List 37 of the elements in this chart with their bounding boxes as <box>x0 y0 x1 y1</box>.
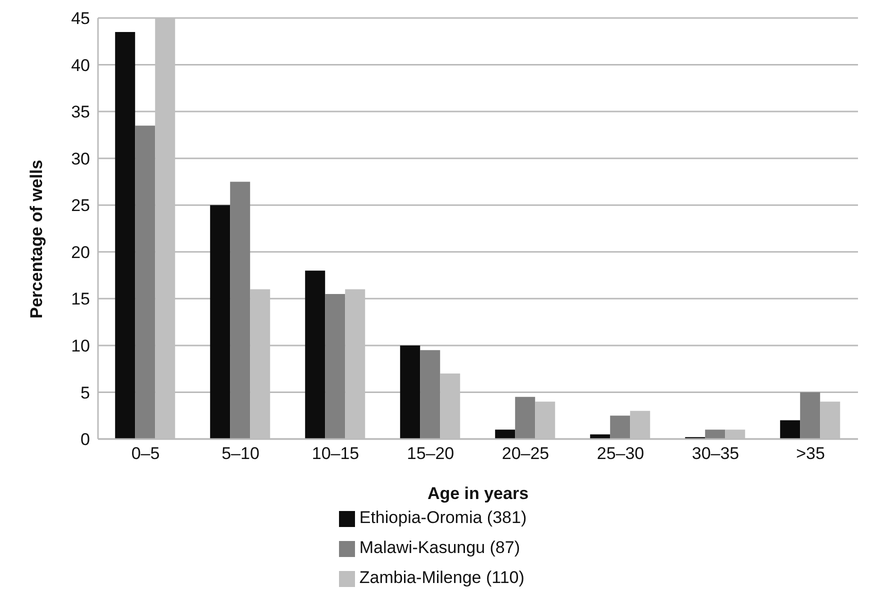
x-tick-label: 20–25 <box>502 444 550 464</box>
bar <box>515 396 536 439</box>
legend-label: Malawi-Kasungu (87) <box>359 538 520 557</box>
x-tick-label: 30–35 <box>692 444 740 464</box>
y-tick-label: 45 <box>71 9 90 28</box>
bar <box>115 32 136 439</box>
bar <box>305 270 326 439</box>
y-tick-label: 0 <box>80 430 90 450</box>
bar <box>610 416 630 439</box>
x-tick-label: 0–5 <box>131 444 160 464</box>
bar <box>135 126 156 439</box>
y-tick-label: 25 <box>71 196 90 216</box>
y-tick-label: 35 <box>71 102 90 122</box>
y-axis-title: Percentage of wells <box>27 160 46 318</box>
y-tick-label: 10 <box>71 336 90 356</box>
y-tick-label: 15 <box>71 290 90 309</box>
bar <box>230 182 250 439</box>
x-tick-label: 15–20 <box>406 444 454 464</box>
bar <box>400 345 420 439</box>
legend-label: Ethiopia-Oromia (381) <box>359 508 527 527</box>
x-axis-title: Age in years <box>427 484 529 503</box>
y-tick-label: 40 <box>71 56 90 75</box>
x-tick-label: >35 <box>796 444 825 464</box>
bar <box>420 350 440 439</box>
x-tick-label: 5–10 <box>222 444 260 464</box>
legend-label: Zambia-Milenge (110) <box>359 568 524 587</box>
y-tick-label: 5 <box>80 383 90 402</box>
bar <box>780 420 800 439</box>
bar <box>800 392 820 439</box>
y-tick-label: 20 <box>71 242 90 262</box>
bar <box>325 294 346 439</box>
bar <box>705 430 726 439</box>
y-tick-label: 30 <box>71 149 90 168</box>
bar <box>210 205 230 439</box>
bar <box>495 430 516 439</box>
x-tick-label: 25–30 <box>596 444 644 464</box>
x-tick-label: 10–15 <box>312 444 360 464</box>
